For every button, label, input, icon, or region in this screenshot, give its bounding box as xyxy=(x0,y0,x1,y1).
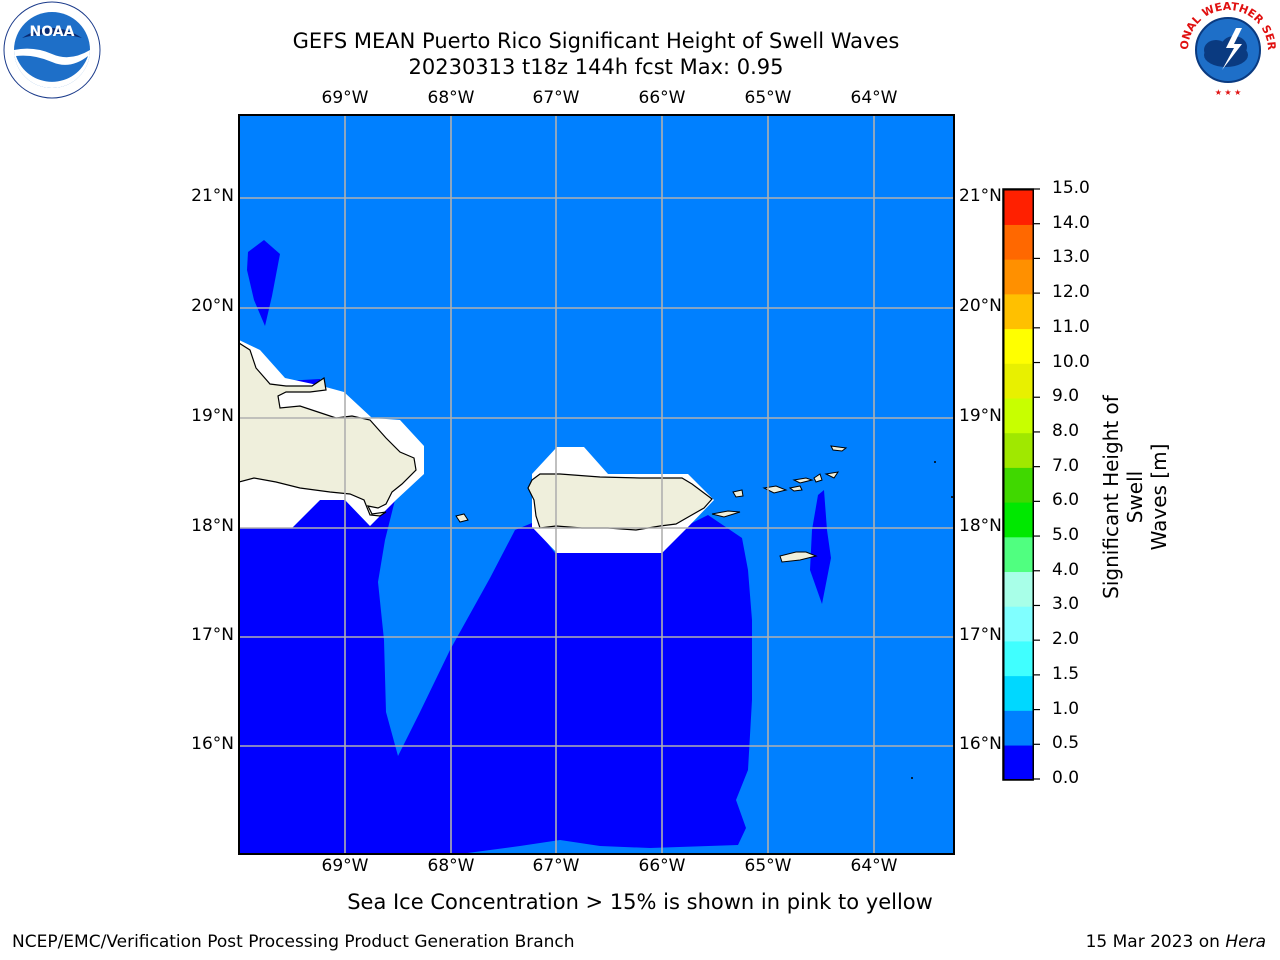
colorbar-band xyxy=(1003,536,1034,573)
colorbar-tick-label: 10.0 xyxy=(1052,351,1090,372)
island-anegada xyxy=(830,445,848,452)
colorbar-band xyxy=(1003,571,1034,607)
colorbar-band xyxy=(1003,710,1034,746)
colorbar-band xyxy=(1003,675,1034,711)
colorbar-title: Significant Height of Swell Waves [m] xyxy=(1099,377,1171,617)
colorbar-tick-label: 5.0 xyxy=(1052,525,1080,546)
land-puerto-rico xyxy=(527,473,713,531)
lat-label-left-16n: 16°N xyxy=(191,734,234,754)
island-culebra xyxy=(732,489,744,498)
colorbar-overlay xyxy=(1003,189,1034,781)
lat-label-right-18n: 18°N xyxy=(959,516,1002,536)
colorbar-tick-label: 13.0 xyxy=(1052,247,1090,268)
lat-label-right-20n: 20°N xyxy=(959,296,1002,316)
colorbar-band xyxy=(1003,328,1034,364)
colorbar-band xyxy=(1003,467,1034,503)
lon-label-top-68w: 68°W xyxy=(427,88,475,108)
noaa-logo: NOAA xyxy=(3,1,101,99)
lat-label-right-17n: 17°N xyxy=(959,625,1002,645)
colorbar-band xyxy=(1003,397,1034,434)
colorbar-ticks xyxy=(1033,188,1040,780)
lat-label-left-18n: 18°N xyxy=(191,516,234,536)
colorbar-band xyxy=(1003,606,1034,642)
lon-label-bottom-65w: 65°W xyxy=(744,856,792,876)
colorbar-band xyxy=(1003,640,1034,677)
lon-label-top-69w: 69°W xyxy=(321,88,369,108)
colorbar-tick-label: 6.0 xyxy=(1052,490,1080,511)
island-dot-anguilla xyxy=(934,461,936,463)
lat-label-right-19n: 19°N xyxy=(959,406,1002,426)
colorbar-tick-label: 7.0 xyxy=(1052,455,1080,476)
lon-label-bottom-68w: 68°W xyxy=(427,856,475,876)
lon-label-top-64w: 64°W xyxy=(850,88,898,108)
noaa-logo-text: NOAA xyxy=(30,24,75,40)
footer-branch: NCEP/EMC/Verification Post Processing Pr… xyxy=(12,932,575,952)
svg-text:★ ★ ★: ★ ★ ★ xyxy=(1215,88,1242,97)
colorbar-tick-label: 12.0 xyxy=(1052,282,1090,303)
lon-label-bottom-64w: 64°W xyxy=(850,856,898,876)
island-mona xyxy=(455,513,469,523)
colorbar-band xyxy=(1003,745,1034,781)
low-swell-region-north xyxy=(247,240,280,326)
lon-label-top-67w: 67°W xyxy=(532,88,580,108)
colorbar-tick-label: 0.5 xyxy=(1052,733,1080,754)
island-tortola xyxy=(792,477,814,484)
colorbar-tick-label: 11.0 xyxy=(1052,316,1090,337)
colorbar-band xyxy=(1003,502,1034,538)
lat-label-left-17n: 17°N xyxy=(191,625,234,645)
island-virgin-gorda xyxy=(813,473,823,483)
nws-logo: NATIONAL WEATHER SERVICE ★ ★ ★ xyxy=(1176,0,1278,97)
colorbar-band xyxy=(1003,432,1034,468)
sea-ice-note: Sea Ice Concentration > 15% is shown in … xyxy=(347,890,933,914)
island-st-croix xyxy=(779,551,818,563)
colorbar-tick-label: 2.0 xyxy=(1052,629,1080,650)
island-small-bvi xyxy=(824,471,840,479)
lat-label-left-20n: 20°N xyxy=(191,296,234,316)
colorbar-band xyxy=(1003,363,1034,399)
lon-label-top-65w: 65°W xyxy=(744,88,792,108)
colorbar-tick-label: 14.0 xyxy=(1052,212,1090,233)
colorbar-title-line2: Waves [m] xyxy=(1147,443,1171,551)
colorbar-tick-label: 1.5 xyxy=(1052,663,1080,684)
lat-label-right-21n: 21°N xyxy=(959,186,1002,206)
island-st-thomas xyxy=(762,485,788,494)
colorbar-band xyxy=(1003,224,1034,260)
island-st-john xyxy=(788,485,803,492)
plot-title-line2: 20230313 t18z 144h fcst Max: 0.95 xyxy=(408,55,784,79)
colorbar-band xyxy=(1003,189,1034,225)
lat-label-left-21n: 21°N xyxy=(191,186,234,206)
colorbar-tick-label: 4.0 xyxy=(1052,559,1080,580)
lon-label-bottom-69w: 69°W xyxy=(321,856,369,876)
colorbar-band xyxy=(1003,259,1034,295)
island-dot-aves xyxy=(911,777,913,779)
low-swell-region-south xyxy=(239,500,752,854)
gridlines xyxy=(239,115,954,854)
low-swell-region-east xyxy=(810,490,831,604)
lon-label-bottom-67w: 67°W xyxy=(532,856,580,876)
island-vieques xyxy=(711,510,741,518)
colorbar-band xyxy=(1003,293,1034,330)
footer-date: 15 Mar 2023 on Hera xyxy=(1086,932,1266,952)
footer-machine: Hera xyxy=(1225,932,1266,952)
lat-label-left-19n: 19°N xyxy=(191,406,234,426)
map-frame xyxy=(238,114,955,855)
colorbar-title-line1: Significant Height of Swell xyxy=(1099,395,1147,599)
land-hispaniola xyxy=(239,342,417,517)
lon-label-bottom-66w: 66°W xyxy=(638,856,686,876)
lat-label-right-16n: 16°N xyxy=(959,734,1002,754)
island-dot-stmartin xyxy=(951,496,953,498)
lon-label-top-66w: 66°W xyxy=(638,88,686,108)
colorbar-tick-label: 9.0 xyxy=(1052,386,1080,407)
colorbar-tick-label: 0.0 xyxy=(1052,768,1080,788)
footer-date-text: 15 Mar 2023 on xyxy=(1085,932,1226,952)
colorbar-tick-label: 8.0 xyxy=(1052,420,1080,441)
colorbar-tick-label: 15.0 xyxy=(1052,178,1090,198)
colorbar-tick-label: 1.0 xyxy=(1052,698,1080,719)
plot-title-line1: GEFS MEAN Puerto Rico Significant Height… xyxy=(292,29,900,53)
colorbar-tick-label: 3.0 xyxy=(1052,594,1080,615)
